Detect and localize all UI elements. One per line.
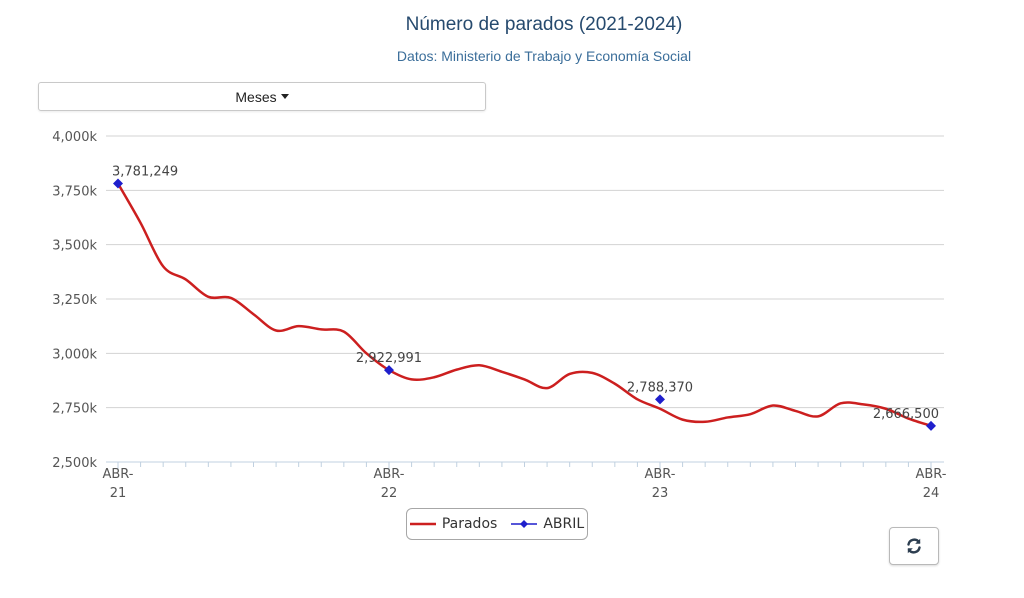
chart-legend: Parados ABRIL [406, 508, 588, 540]
y-tick-label: 3,750k [52, 184, 97, 199]
x-tick-label: ABR- [373, 467, 404, 482]
abril-marker [655, 394, 665, 405]
legend-label-parados: Parados [441, 516, 498, 532]
chart-title: Número de parados (2021-2024) [405, 14, 683, 35]
abril-marker [113, 178, 123, 189]
data-label: 2,788,370 [627, 380, 693, 395]
x-tick-label: 23 [652, 486, 669, 501]
legend-item-abril[interactable]: ABRIL [511, 516, 584, 532]
x-tick-label: 21 [110, 486, 127, 501]
refresh-button[interactable] [889, 527, 939, 565]
y-tick-label: 3,500k [52, 239, 97, 254]
x-tick-label: 22 [381, 486, 398, 501]
x-tick-label: 24 [923, 486, 940, 501]
period-dropdown[interactable]: Meses [38, 82, 486, 111]
legend-line-swatch [409, 522, 436, 526]
y-tick-label: 3,000k [52, 347, 97, 362]
data-label: 2,666,500 [873, 407, 939, 422]
chart-subtitle: Datos: Ministerio de Trabajo y Economía … [396, 48, 692, 64]
y-tick-label: 2,750k [52, 402, 97, 417]
legend-item-parados[interactable]: Parados [409, 516, 498, 532]
caret-down-icon [280, 94, 289, 99]
legend-label-abril: ABRIL [543, 516, 585, 532]
data-label: 2,922,991 [356, 351, 422, 366]
x-tick-label: ABR- [102, 467, 133, 482]
legend-marker-swatch [511, 520, 538, 528]
abril-marker [926, 420, 936, 431]
y-tick-label: 4,000k [52, 130, 97, 145]
y-tick-label: 2,500k [52, 456, 97, 471]
abril-marker [384, 365, 394, 376]
period-dropdown-label: Meses [235, 88, 277, 105]
y-tick-label: 3,250k [52, 293, 97, 308]
x-tick-label: ABR- [644, 467, 675, 482]
series-line-parados [116, 182, 932, 428]
refresh-icon [907, 538, 921, 554]
x-tick-label: ABR- [915, 467, 946, 482]
data-label: 3,781,249 [112, 165, 178, 180]
